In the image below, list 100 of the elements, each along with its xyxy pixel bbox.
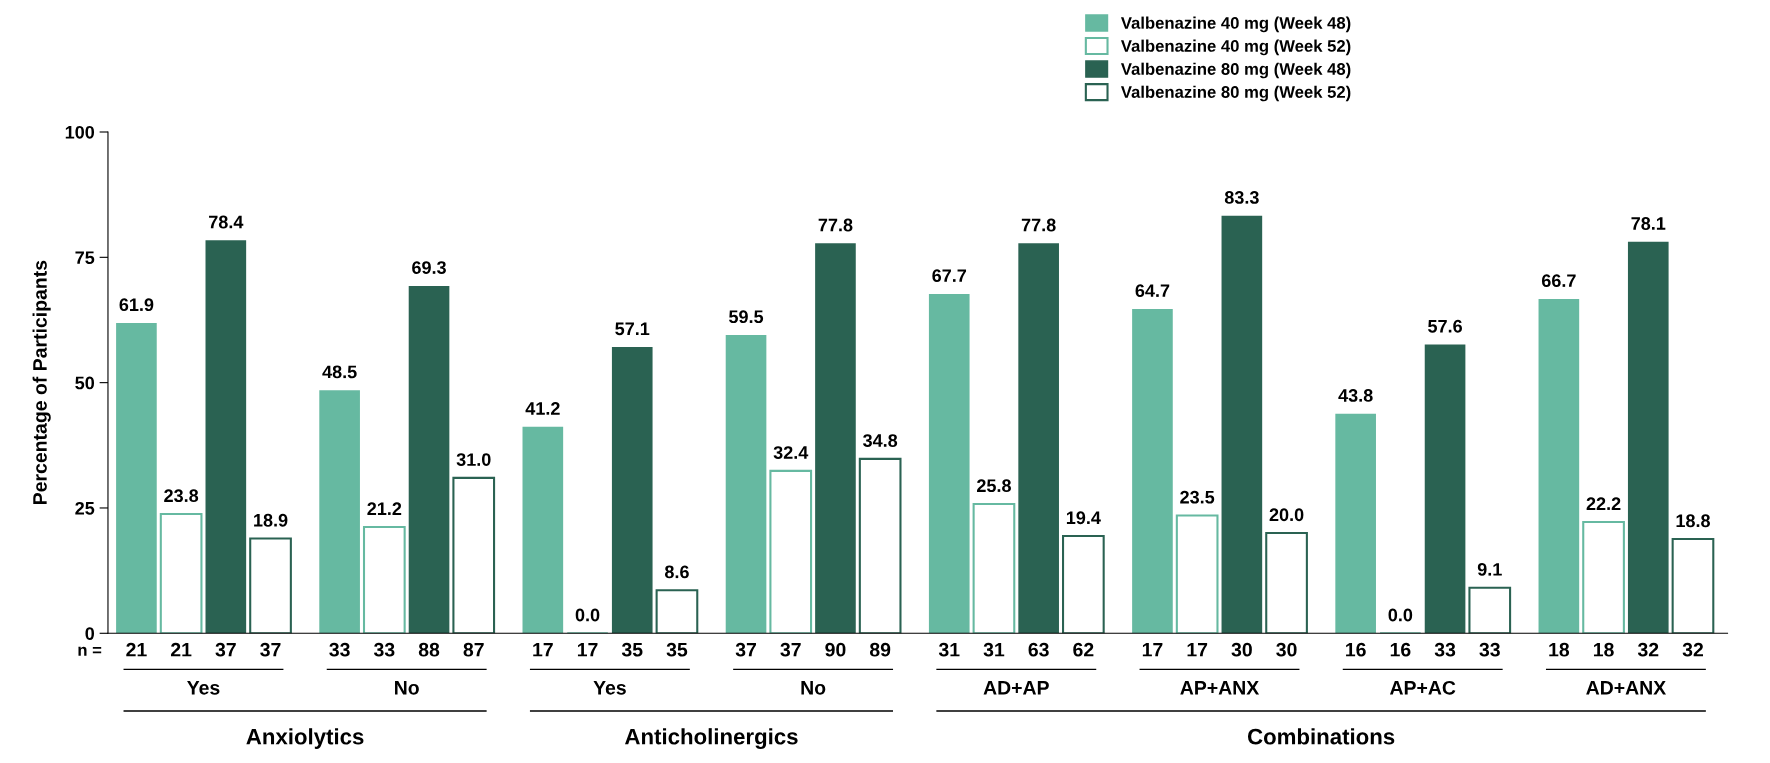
- text: 37: [780, 642, 801, 657]
- text: 16: [1390, 642, 1411, 657]
- data-label: 43.8: [1338, 389, 1373, 402]
- text: 18: [1593, 642, 1614, 657]
- bar: [1221, 215, 1263, 634]
- text: 35: [621, 642, 643, 657]
- bar: [1582, 520, 1625, 634]
- text: 35: [666, 642, 688, 657]
- text: 16: [1346, 642, 1366, 657]
- text: 37: [215, 642, 236, 657]
- bar: [1175, 514, 1219, 634]
- data-label: 23.8: [164, 489, 199, 503]
- x-tick-label: AP+ANX: [1180, 681, 1260, 695]
- bar: [319, 390, 360, 634]
- text: 17: [577, 642, 598, 657]
- bar: [1335, 413, 1376, 634]
- bar: [1468, 586, 1512, 634]
- data-label: 48.5: [322, 365, 357, 379]
- bar: [362, 525, 406, 634]
- text: 62: [1073, 642, 1094, 657]
- text: 33: [1434, 642, 1456, 657]
- data-label: 8.6: [664, 565, 689, 579]
- bar: [858, 457, 902, 634]
- y-tick-label: 0: [85, 627, 95, 641]
- x-tick-label: AP+AC: [1389, 680, 1456, 695]
- data-label: 18.8: [1676, 514, 1710, 528]
- x-tick-label: Yes: [593, 681, 626, 695]
- bar: [1424, 344, 1466, 634]
- data-label: 31.0: [456, 453, 491, 467]
- text: 33: [329, 642, 350, 657]
- y-tick-label: 75: [75, 251, 95, 265]
- bar: [408, 285, 450, 634]
- y-tick-label: 25: [75, 501, 95, 515]
- text: 87: [463, 642, 484, 657]
- text: 32: [1682, 642, 1704, 657]
- data-label: 78.4: [209, 215, 244, 229]
- text: 21: [170, 642, 192, 657]
- bar: [815, 243, 856, 634]
- data-label: 23.5: [1180, 490, 1215, 504]
- legend-label: Valbenazine 80 mg (Week 48): [1120, 62, 1351, 79]
- text: Anticholinergics: [625, 728, 798, 749]
- x-tick-label: Yes: [187, 681, 220, 695]
- data-label: 66.7: [1541, 274, 1576, 288]
- data-label: 25.8: [977, 479, 1011, 493]
- bar: [249, 537, 292, 634]
- text: Combinations: [1247, 728, 1395, 745]
- text: 33: [1479, 642, 1500, 657]
- text: 33: [373, 642, 395, 657]
- bar: [1062, 535, 1105, 634]
- text: 17: [533, 642, 553, 657]
- text: 31: [983, 642, 1005, 657]
- bar: [725, 335, 767, 634]
- data-label: 59.5: [729, 310, 764, 324]
- bar: [1018, 243, 1059, 634]
- bar: [1132, 308, 1173, 634]
- data-label: 77.8: [818, 218, 853, 232]
- data-label: 67.7: [932, 269, 967, 283]
- bar: [1627, 241, 1669, 634]
- text: 18: [1549, 642, 1570, 657]
- text: 88: [418, 642, 440, 657]
- bar: [1265, 531, 1308, 634]
- x-tick-label: AD+AP: [983, 681, 1049, 695]
- bar: [769, 469, 813, 634]
- data-label: 77.8: [1021, 218, 1056, 232]
- bar: [159, 512, 203, 634]
- bar: [972, 502, 1016, 634]
- data-label: 57.6: [1428, 319, 1462, 333]
- text: 63: [1028, 642, 1049, 657]
- data-label: 69.3: [412, 261, 446, 275]
- x-tick-label: AD+ANX: [1586, 681, 1666, 695]
- text: 32: [1637, 642, 1659, 657]
- data-label: 0.0: [575, 608, 600, 622]
- legend-label: Valbenazine 80 mg (Week 52): [1120, 85, 1351, 102]
- y-axis-title: Percentage of Participants: [32, 260, 51, 504]
- bar: [116, 322, 157, 634]
- legend-label: Valbenazine 40 mg (Week 48): [1120, 16, 1351, 33]
- text: 89: [869, 642, 891, 657]
- data-label: 0.0: [1388, 608, 1413, 622]
- text: 21: [126, 642, 147, 657]
- bar: [205, 240, 247, 634]
- x-tick-label: No: [801, 681, 826, 695]
- bar: [655, 589, 699, 634]
- text: 17: [1187, 642, 1208, 657]
- data-label: 78.1: [1631, 217, 1666, 230]
- text: 30: [1231, 642, 1252, 657]
- data-label: 34.8: [863, 434, 898, 447]
- bar: [522, 426, 564, 634]
- data-label: 22.2: [1586, 497, 1621, 510]
- data-label: 64.7: [1135, 284, 1170, 298]
- data-label: 61.9: [119, 298, 154, 312]
- x-tick-label: No: [395, 681, 419, 695]
- data-label: 32.4: [773, 446, 809, 459]
- bar: [928, 293, 970, 634]
- text: 31: [938, 642, 960, 657]
- data-label: 57.1: [615, 322, 650, 336]
- legend-label: Valbenazine 40 mg (Week 52): [1120, 39, 1351, 56]
- text: 37: [735, 642, 756, 657]
- text: Anxiolytics: [246, 728, 364, 749]
- text: n =: [78, 646, 102, 656]
- bar: [1538, 298, 1580, 634]
